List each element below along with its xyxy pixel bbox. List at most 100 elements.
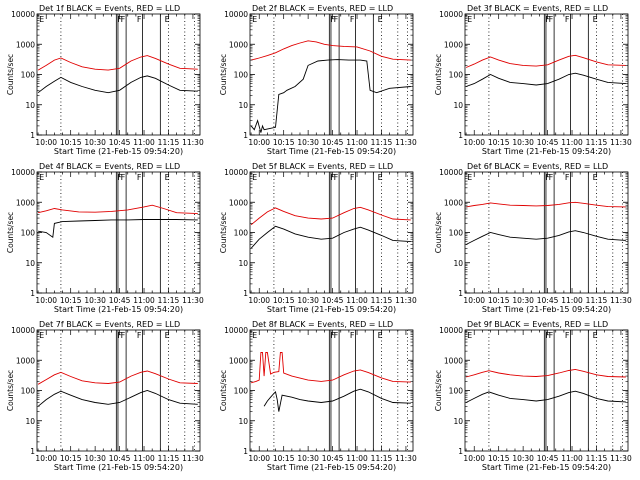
attenuator-marker: E	[467, 173, 472, 182]
x-tick-label: 10:00	[248, 296, 270, 305]
attenuator-marker: E	[252, 15, 257, 24]
x-tick-label: 11:15	[586, 296, 608, 305]
series-line-lld	[250, 206, 411, 226]
y-tick-label: 1	[243, 447, 248, 456]
x-axis-title: Start Time (21-Feb-15 09:54:20)	[267, 147, 396, 156]
plot-frame	[36, 13, 201, 136]
attenuator-marker: F	[545, 173, 550, 182]
x-tick-label: 10:15	[273, 454, 295, 463]
attenuator-marker: F	[565, 331, 570, 340]
y-tick-label: 1000	[229, 356, 248, 365]
x-tick-label: 11:00	[346, 138, 368, 147]
attenuator-marker: F	[137, 15, 142, 24]
series-line-events	[37, 75, 198, 94]
y-tick-label: 1	[458, 131, 463, 140]
y-tick-label: 1	[458, 289, 463, 298]
attenuator-marker: E	[39, 15, 44, 24]
attenuator-marker: E	[252, 331, 257, 340]
attenuator-marker: F	[565, 173, 570, 182]
y-tick-label: 10	[25, 259, 35, 268]
attenuator-marker: E	[378, 15, 383, 24]
series-line-events	[250, 59, 411, 133]
x-tick-label: 10:45	[322, 138, 344, 147]
chart-title: Det 6f BLACK = Events, RED = LLD	[467, 162, 608, 171]
attenuator-marker: F	[117, 331, 122, 340]
y-tick-label: 10	[25, 101, 35, 110]
attenuator-marker: F	[350, 173, 355, 182]
x-tick-label: 11:00	[133, 296, 155, 305]
y-tick-label: 10	[25, 417, 35, 426]
y-tick-label: 1	[458, 447, 463, 456]
attenuator-marker: F	[137, 331, 142, 340]
y-tick-label: 100	[449, 387, 464, 396]
chart-title: Det 4f BLACK = Events, RED = LLD	[39, 162, 180, 171]
x-tick-label: 10:15	[488, 454, 510, 463]
x-tick-label: 11:30	[395, 454, 417, 463]
y-tick-label: 10000	[224, 326, 248, 335]
x-tick-label: 11:00	[133, 138, 155, 147]
attenuator-marker: F	[334, 173, 339, 182]
attenuator-marker: F	[330, 15, 335, 24]
y-axis-title: Counts/sec	[6, 54, 15, 95]
attenuator-marker: E	[39, 173, 44, 182]
attenuator-marker: F	[121, 331, 126, 340]
x-tick-label: 11:30	[395, 296, 417, 305]
series-line-lld	[250, 352, 411, 384]
series-line-lld	[250, 40, 411, 61]
series-line-events	[465, 72, 626, 87]
y-tick-label: 10000	[439, 326, 463, 335]
attenuator-marker: F	[121, 173, 126, 182]
y-tick-label: 10	[453, 417, 463, 426]
x-tick-label: 11:15	[586, 138, 608, 147]
series-line-events	[38, 219, 198, 239]
plot-frame	[36, 171, 201, 294]
y-tick-label: 1	[30, 447, 35, 456]
y-tick-label: 10	[238, 101, 248, 110]
series-line-events	[465, 390, 626, 403]
x-tick-label: 10:15	[60, 454, 82, 463]
x-tick-label: 11:15	[586, 454, 608, 463]
attenuator-marker: E	[39, 331, 44, 340]
x-tick-label: 10:00	[248, 138, 270, 147]
x-tick-label: 10:45	[109, 454, 131, 463]
series-line-events	[250, 225, 411, 249]
chart-title: Det 1f BLACK = Events, RED = LLD	[39, 4, 180, 13]
attenuator-marker: F	[334, 331, 339, 340]
attenuator-marker: E	[593, 331, 598, 340]
series-line-lld	[466, 201, 626, 208]
x-axis-title: Start Time (21-Feb-15 09:54:20)	[54, 147, 183, 156]
y-tick-label: 100	[21, 387, 36, 396]
x-tick-label: 10:15	[273, 296, 295, 305]
x-tick-label: 11:30	[182, 296, 204, 305]
x-tick-label: 10:15	[60, 138, 82, 147]
y-tick-label: 100	[449, 71, 464, 80]
x-tick-label: 10:15	[488, 296, 510, 305]
attenuator-marker: F	[545, 15, 550, 24]
attenuator-marker: F	[117, 15, 122, 24]
attenuator-marker: F	[350, 15, 355, 24]
attenuator-marker: F	[350, 331, 355, 340]
y-tick-label: 10	[238, 417, 248, 426]
attenuator-marker: F	[330, 173, 335, 182]
y-tick-label: 10	[238, 259, 248, 268]
attenuator-marker: F	[117, 173, 122, 182]
attenuator-marker: F	[549, 15, 554, 24]
series-line-lld	[37, 370, 198, 385]
chart-title: Det 3f BLACK = Events, RED = LLD	[467, 4, 608, 13]
y-tick-label: 1000	[16, 40, 35, 49]
x-tick-label: 11:15	[158, 138, 180, 147]
x-tick-label: 11:00	[561, 296, 583, 305]
plot-frame	[249, 171, 414, 294]
x-tick-label: 11:30	[610, 296, 632, 305]
chart-title: Det 9f BLACK = Events, RED = LLD	[467, 320, 608, 329]
x-tick-label: 10:00	[463, 138, 485, 147]
x-axis-title: Start Time (21-Feb-15 09:54:20)	[482, 305, 611, 314]
x-tick-label: 10:00	[463, 296, 485, 305]
x-tick-label: 11:15	[371, 138, 393, 147]
x-tick-label: 10:15	[488, 138, 510, 147]
